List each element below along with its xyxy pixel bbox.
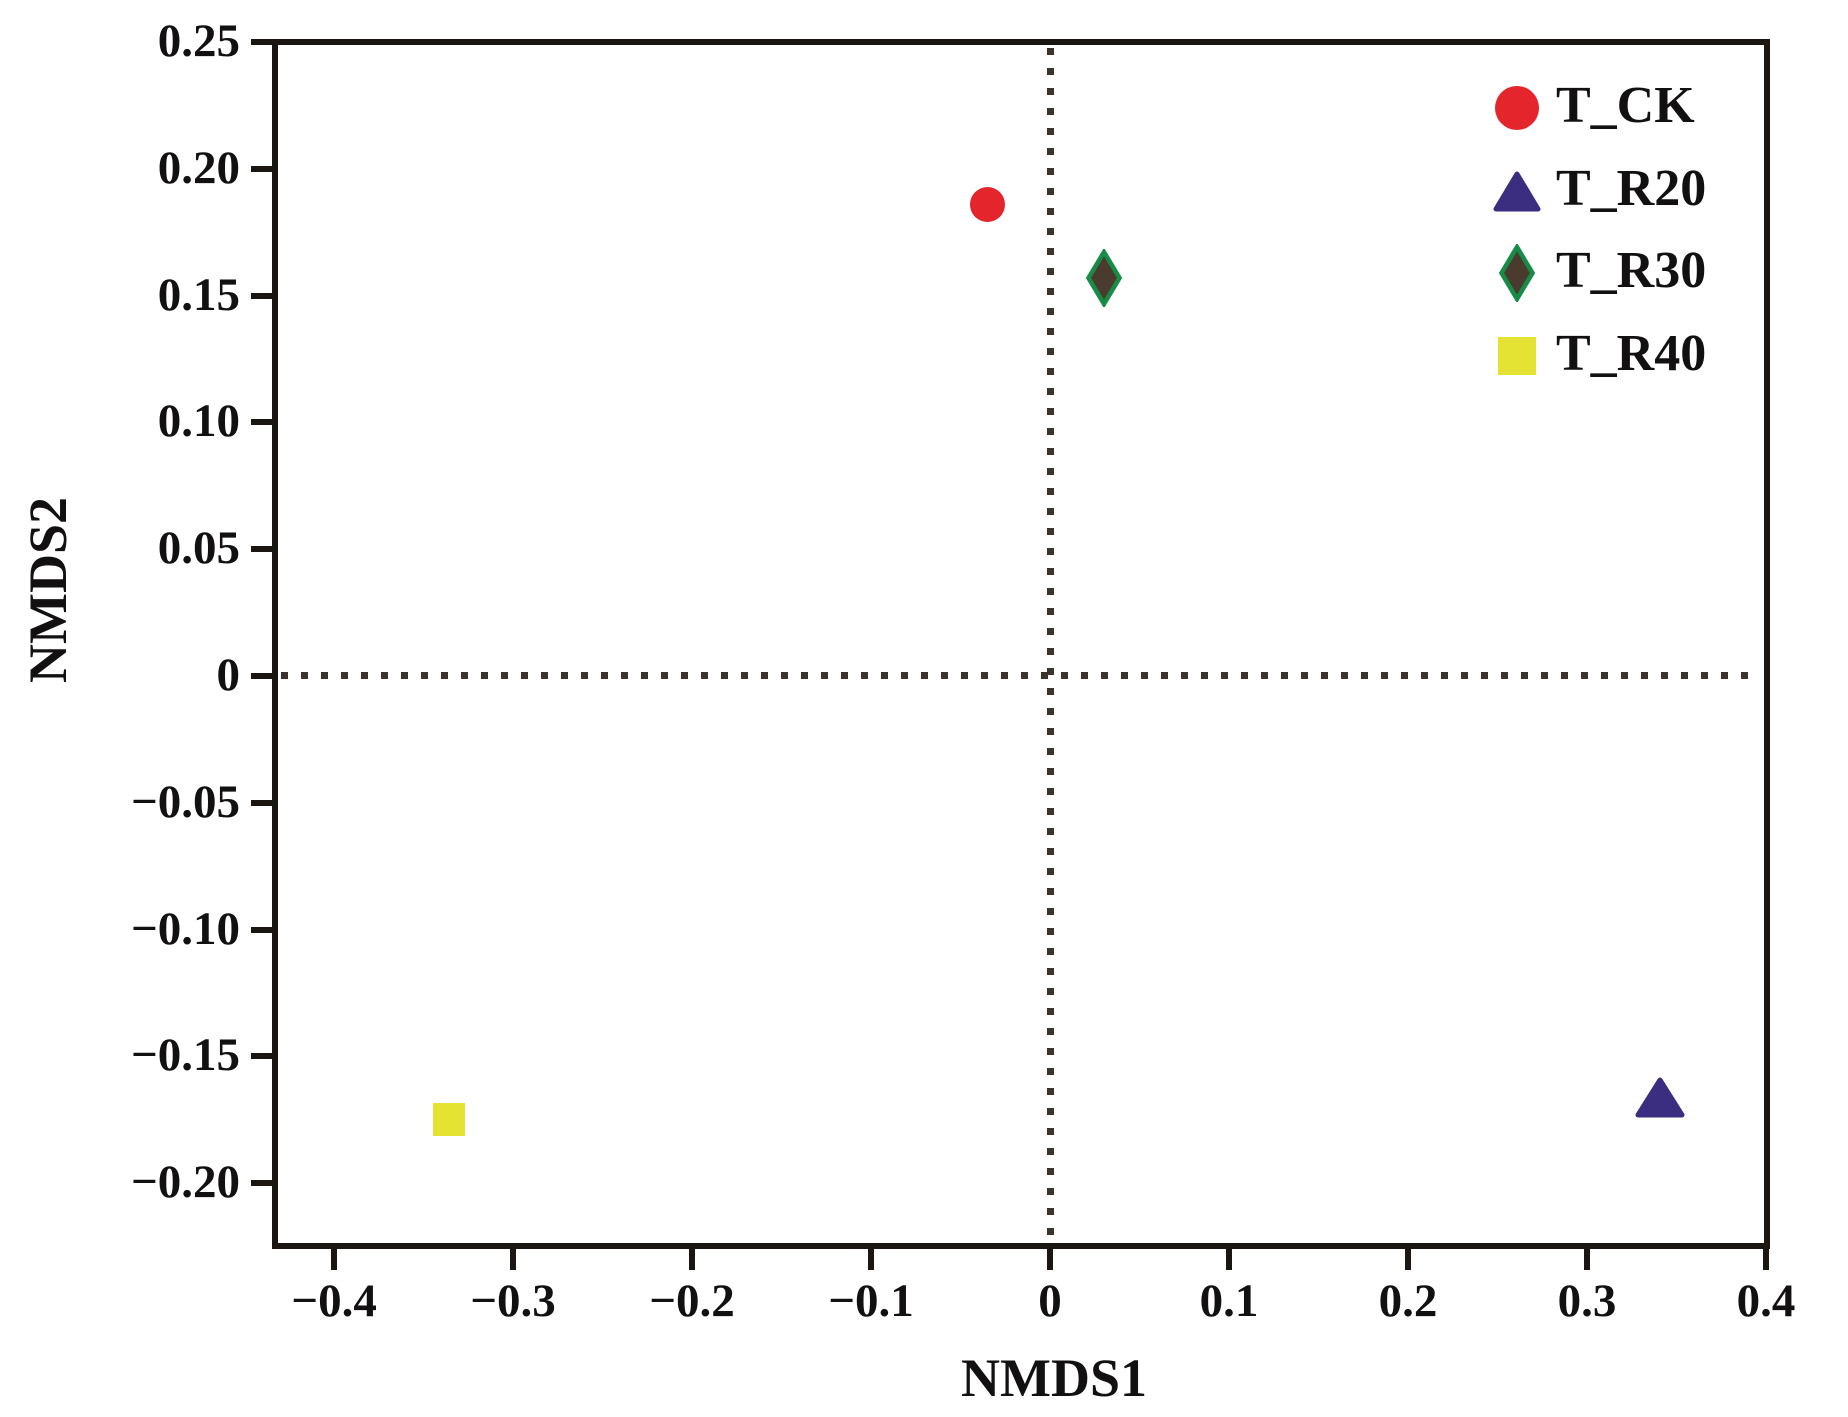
legend-marker-T_CK [1494,85,1540,131]
y-tick-label-0: 0 [216,649,241,702]
y-tick-label-0.15: 0.15 [157,268,240,321]
y-tick-label-0.20: 0.20 [157,141,240,194]
x-tick-label-0.3: 0.3 [1557,1275,1617,1327]
y-tick-0.05 [251,546,272,553]
legend-marker-T_R30 [1498,242,1536,304]
plot-area [272,39,1770,1249]
y-tick-0.20 [251,165,272,172]
legend-label-T_R40: T_R40 [1556,324,1707,382]
y-tick-−0.10 [251,926,272,933]
point-T_R30 [1085,247,1122,309]
x-tick-0.4 [1763,1249,1769,1270]
x-tick-label-−0.3: −0.3 [470,1275,556,1327]
x-tick-0.2 [1405,1249,1412,1270]
legend-label-T_CK: T_CK [1556,76,1695,134]
x-tick-−0.4 [331,1249,338,1270]
legend-label-T_R30: T_R30 [1556,242,1707,300]
y-tick-−0.20 [251,1180,272,1187]
x-tick-−0.1 [868,1249,875,1270]
y-axis-title: NMDS2 [18,497,78,683]
y-tick-0.10 [251,419,272,426]
x-tick-label-−0.1: −0.1 [828,1275,914,1327]
y-tick-0.25 [251,39,272,45]
x-tick-label-0.4: 0.4 [1736,1275,1796,1327]
x-tick-label-0.2: 0.2 [1378,1275,1438,1327]
x-axis-title: NMDS1 [961,1348,1147,1408]
legend-label-T_R20: T_R20 [1556,159,1707,217]
y-tick-0 [251,672,272,679]
y-zero-dotted-line [281,672,1760,680]
y-tick-label-−0.10: −0.10 [130,902,240,955]
x-tick-label-−0.2: −0.2 [649,1275,735,1327]
point-T_R40 [432,1102,466,1137]
x-tick-−0.3 [510,1249,517,1270]
x-tick-0 [1047,1249,1054,1270]
x-zero-dotted-line [1046,48,1054,1240]
legend-marker-T_R40 [1497,336,1537,376]
x-tick-label-0.1: 0.1 [1199,1275,1259,1327]
y-tick-−0.05 [251,799,272,806]
x-tick-label-0: 0 [1038,1275,1062,1327]
legend-marker-T_R20 [1493,170,1541,212]
x-tick-label-−0.4: −0.4 [291,1275,377,1327]
x-tick-−0.2 [689,1249,696,1270]
y-tick-label-−0.05: −0.05 [130,775,240,828]
y-tick-label-0.25: 0.25 [157,15,240,68]
y-tick-label-0.10: 0.10 [157,395,240,448]
x-tick-0.1 [1226,1249,1233,1270]
y-tick-label-−0.15: −0.15 [130,1029,240,1082]
y-tick-−0.15 [251,1053,272,1060]
point-T_CK [969,186,1006,223]
y-tick-0.15 [251,292,272,299]
y-tick-label-−0.20: −0.20 [130,1156,240,1209]
point-T_R20 [1635,1076,1685,1118]
y-tick-label-0.05: 0.05 [157,522,240,575]
x-tick-0.3 [1584,1249,1590,1270]
